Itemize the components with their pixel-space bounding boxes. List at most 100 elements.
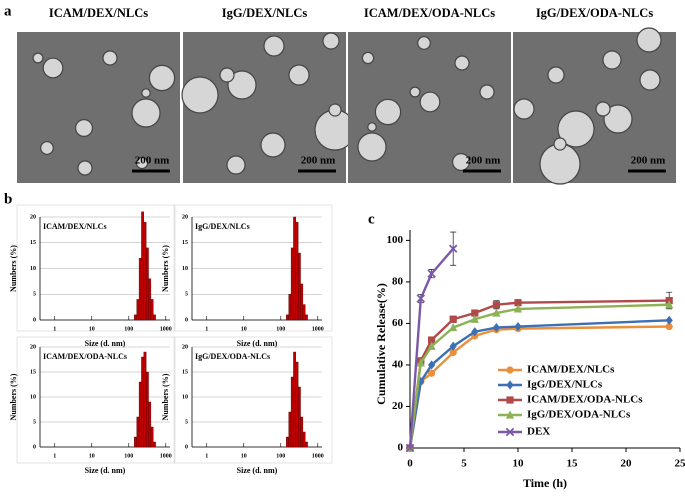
tem-particle [74, 118, 93, 137]
marker [513, 304, 523, 313]
image-title: ICAM/DEX/NLCs [49, 6, 148, 20]
y-tick-label: 0 [33, 444, 36, 450]
tem-particle [454, 55, 470, 71]
marker [492, 308, 501, 317]
histogram-bar [290, 376, 294, 448]
tem-particle [513, 98, 535, 120]
scale-bar-label: 200 nm [466, 155, 501, 167]
tem-particle [141, 88, 151, 98]
histogram-bar [286, 436, 289, 448]
y-tick-label: 0 [33, 317, 36, 323]
marker [665, 300, 674, 309]
tem-particle [547, 66, 565, 84]
panel-label: c [368, 211, 375, 227]
x-tick-label: 1000 [312, 453, 324, 459]
y-tick-label: 15 [182, 240, 188, 246]
histogram-bar [136, 416, 140, 448]
tem-particle [219, 67, 235, 83]
x-tick-label: 10 [89, 453, 95, 459]
tem-particle [40, 141, 54, 155]
histogram-bar [143, 351, 147, 448]
legend-label: DEX [527, 426, 550, 438]
scale-bar-label: 200 nm [135, 155, 170, 167]
histogram-bar [297, 386, 301, 448]
histogram-title: ICAM/DEX/ODA-NLCs [43, 352, 127, 361]
histogram-bar [295, 361, 299, 448]
tem-particle [557, 110, 595, 148]
x-tick-label: 100 [276, 326, 285, 332]
panel-label: a [4, 3, 12, 19]
legend-label: IgG/DEX/ODA-NLCs [527, 409, 631, 421]
tem-particle [602, 50, 622, 70]
tem-particle [260, 132, 286, 158]
tem-particle [603, 104, 633, 134]
x-tick-label: 1 [205, 326, 208, 332]
histogram-title: ICAM/DEX/NLCs [43, 222, 107, 231]
y-tick-label: 5 [33, 292, 36, 298]
marker [428, 336, 436, 344]
x-tick-label: 100 [124, 326, 133, 332]
histogram-frame [173, 336, 333, 464]
histogram-bar [302, 431, 306, 448]
x-tick-label: 1 [53, 326, 56, 332]
x-axis-label: Size (d. nm) [237, 339, 278, 348]
histogram-bar [300, 416, 304, 448]
histogram-bar [145, 371, 149, 448]
histogram-bar [153, 441, 156, 448]
marker [449, 348, 457, 357]
histogram-bar [293, 216, 297, 321]
y-tick-label: 40 [392, 358, 404, 370]
marker [471, 327, 479, 337]
tem-particle [32, 52, 44, 64]
marker [449, 315, 457, 323]
x-tick-label: 1000 [160, 453, 172, 459]
series-line [408, 303, 670, 449]
histogram-bar [150, 426, 154, 448]
y-tick-label: 20 [30, 344, 36, 350]
x-axis-label: Size (d. nm) [237, 466, 278, 475]
y-tick-label: 20 [182, 214, 188, 220]
x-axis-label: Size (d. nm) [85, 339, 126, 348]
histogram-bar [148, 278, 152, 321]
legend-marker [506, 380, 514, 390]
series-line [408, 319, 670, 449]
histogram-frame [16, 204, 176, 332]
marker [449, 341, 457, 351]
histogram-bar [153, 314, 156, 321]
tem-particle [102, 50, 118, 66]
legend-marker [505, 410, 515, 419]
tem-particle [77, 160, 93, 176]
tem-particle [263, 35, 285, 57]
tem-particle [636, 27, 662, 53]
histogram-bar [305, 314, 308, 321]
y-tick-label: 10 [30, 394, 36, 400]
marker [416, 358, 425, 367]
histogram-frame [173, 204, 333, 332]
tem-particle [479, 84, 495, 100]
tem-particle [135, 156, 149, 170]
tem-particle [227, 70, 257, 100]
y-tick-label: 15 [30, 369, 36, 375]
marker [665, 322, 673, 331]
x-tick-label: 20 [621, 458, 633, 470]
marker [427, 341, 436, 350]
tem-particle [288, 64, 310, 86]
x-tick-label: 1000 [312, 326, 324, 332]
x-tick-label: 1000 [160, 326, 172, 332]
y-tick-label: 15 [30, 240, 36, 246]
tem-particle [553, 137, 567, 151]
legend-marker [506, 396, 514, 404]
marker [428, 360, 436, 370]
histogram-bar [148, 401, 152, 448]
histogram-bar [143, 221, 147, 321]
legend-marker [505, 427, 515, 437]
marker [416, 294, 426, 303]
y-tick-label: 20 [30, 214, 36, 220]
series-line [408, 247, 455, 449]
y-axis-label: Numbers (%) [9, 245, 18, 292]
histogram-bar [136, 299, 140, 321]
y-axis-label: Numbers (%) [161, 373, 170, 420]
x-tick-label: 100 [124, 453, 133, 459]
tem-particle [595, 101, 611, 117]
